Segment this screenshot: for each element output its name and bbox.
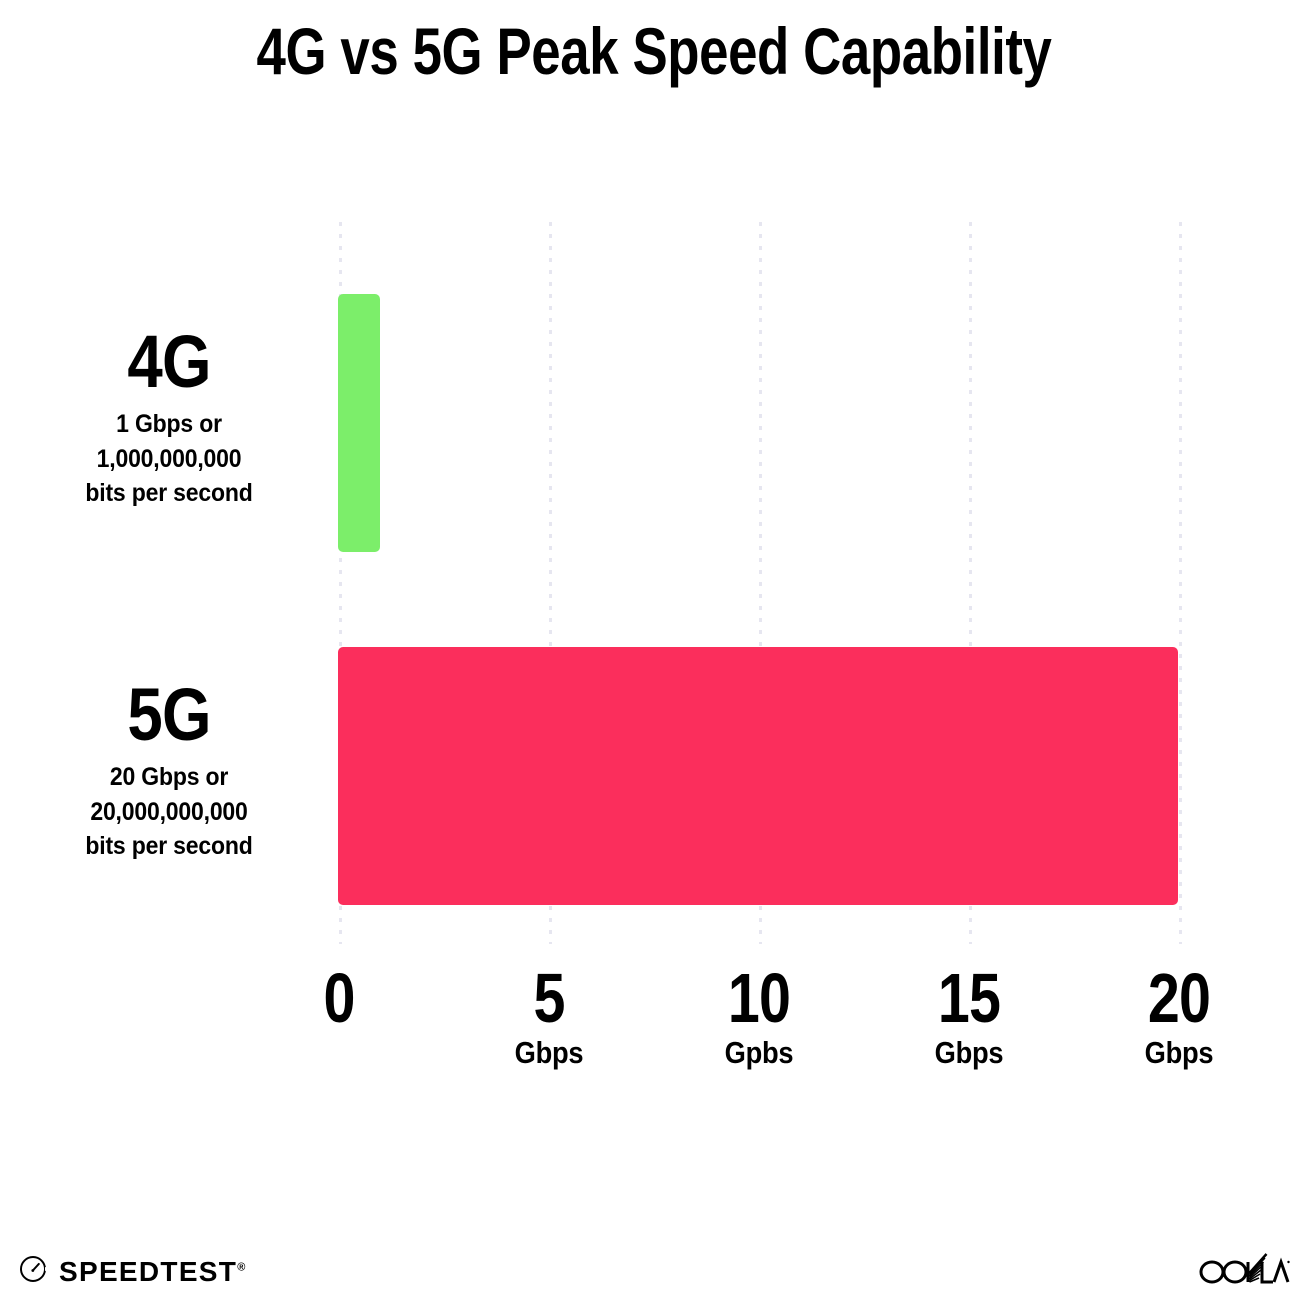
category-label-4g: 4G 1 Gbps or 1,000,000,000 bits per seco… [40, 320, 298, 511]
gridline-0 [339, 222, 342, 944]
xtick-15-value: 15 [937, 959, 1001, 1037]
xtick-10-value: 10 [727, 959, 791, 1037]
speedtest-logo: SPEEDTEST® [18, 1254, 245, 1289]
annotation-5g-line2: 20,000,000,000 [90, 797, 248, 826]
xtick-15: 15 Gbps [894, 963, 1044, 1068]
xtick-5: 5 Gbps [474, 963, 624, 1068]
gridline-10 [759, 222, 762, 944]
xtick-15-unit: Gbps [934, 1035, 1004, 1070]
speedtest-wordmark-text: SPEEDTEST [59, 1255, 238, 1287]
category-label-5g: 5G 20 Gbps or 20,000,000,000 bits per se… [40, 673, 298, 864]
xtick-5-unit: Gbps [514, 1035, 584, 1070]
ookla-logo-mark [1199, 1253, 1290, 1284]
annotation-5g-line1: 20 Gbps or [109, 763, 229, 792]
annotation-4g-line2: 1,000,000,000 [96, 444, 242, 473]
xtick-20-value: 20 [1147, 959, 1211, 1037]
xtick-10-unit: Gpbs [724, 1035, 794, 1070]
annotation-4g-line1: 1 Gbps or [116, 410, 222, 439]
category-annotation-5g: 20 Gbps or 20,000,000,000 bits per secon… [50, 760, 287, 864]
page-title: 4G vs 5G Peak Speed Capability [256, 14, 1052, 88]
annotation-4g-line3: bits per second [85, 479, 253, 508]
xtick-20: 20 Gbps [1104, 963, 1254, 1068]
ookla-logo [1198, 1251, 1290, 1285]
category-name-4g: 4G [127, 320, 211, 403]
speedtest-trademark: ® [237, 1261, 246, 1274]
speedtest-wordmark: SPEEDTEST® [59, 1255, 246, 1287]
xtick-0: 0 [264, 963, 414, 1037]
gridline-15 [969, 222, 972, 944]
xtick-0-value: 0 [323, 959, 355, 1037]
xtick-10: 10 Gpbs [684, 963, 834, 1068]
bar-4g [338, 294, 380, 552]
xtick-20-unit: Gbps [1144, 1035, 1214, 1070]
category-annotation-4g: 1 Gbps or 1,000,000,000 bits per second [50, 407, 287, 511]
annotation-5g-line3: bits per second [85, 832, 253, 861]
gridline-5 [549, 222, 552, 944]
speedometer-icon [18, 1254, 48, 1289]
xtick-5-value: 5 [533, 959, 565, 1037]
bar-5g [338, 647, 1178, 905]
gridline-20 [1179, 222, 1182, 944]
category-name-5g: 5G [127, 673, 211, 756]
